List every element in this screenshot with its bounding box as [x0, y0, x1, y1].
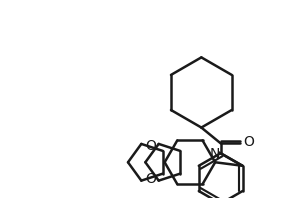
Text: O: O: [145, 172, 156, 186]
Text: O: O: [145, 139, 156, 153]
Text: O: O: [243, 135, 253, 149]
Text: N: N: [210, 147, 220, 161]
